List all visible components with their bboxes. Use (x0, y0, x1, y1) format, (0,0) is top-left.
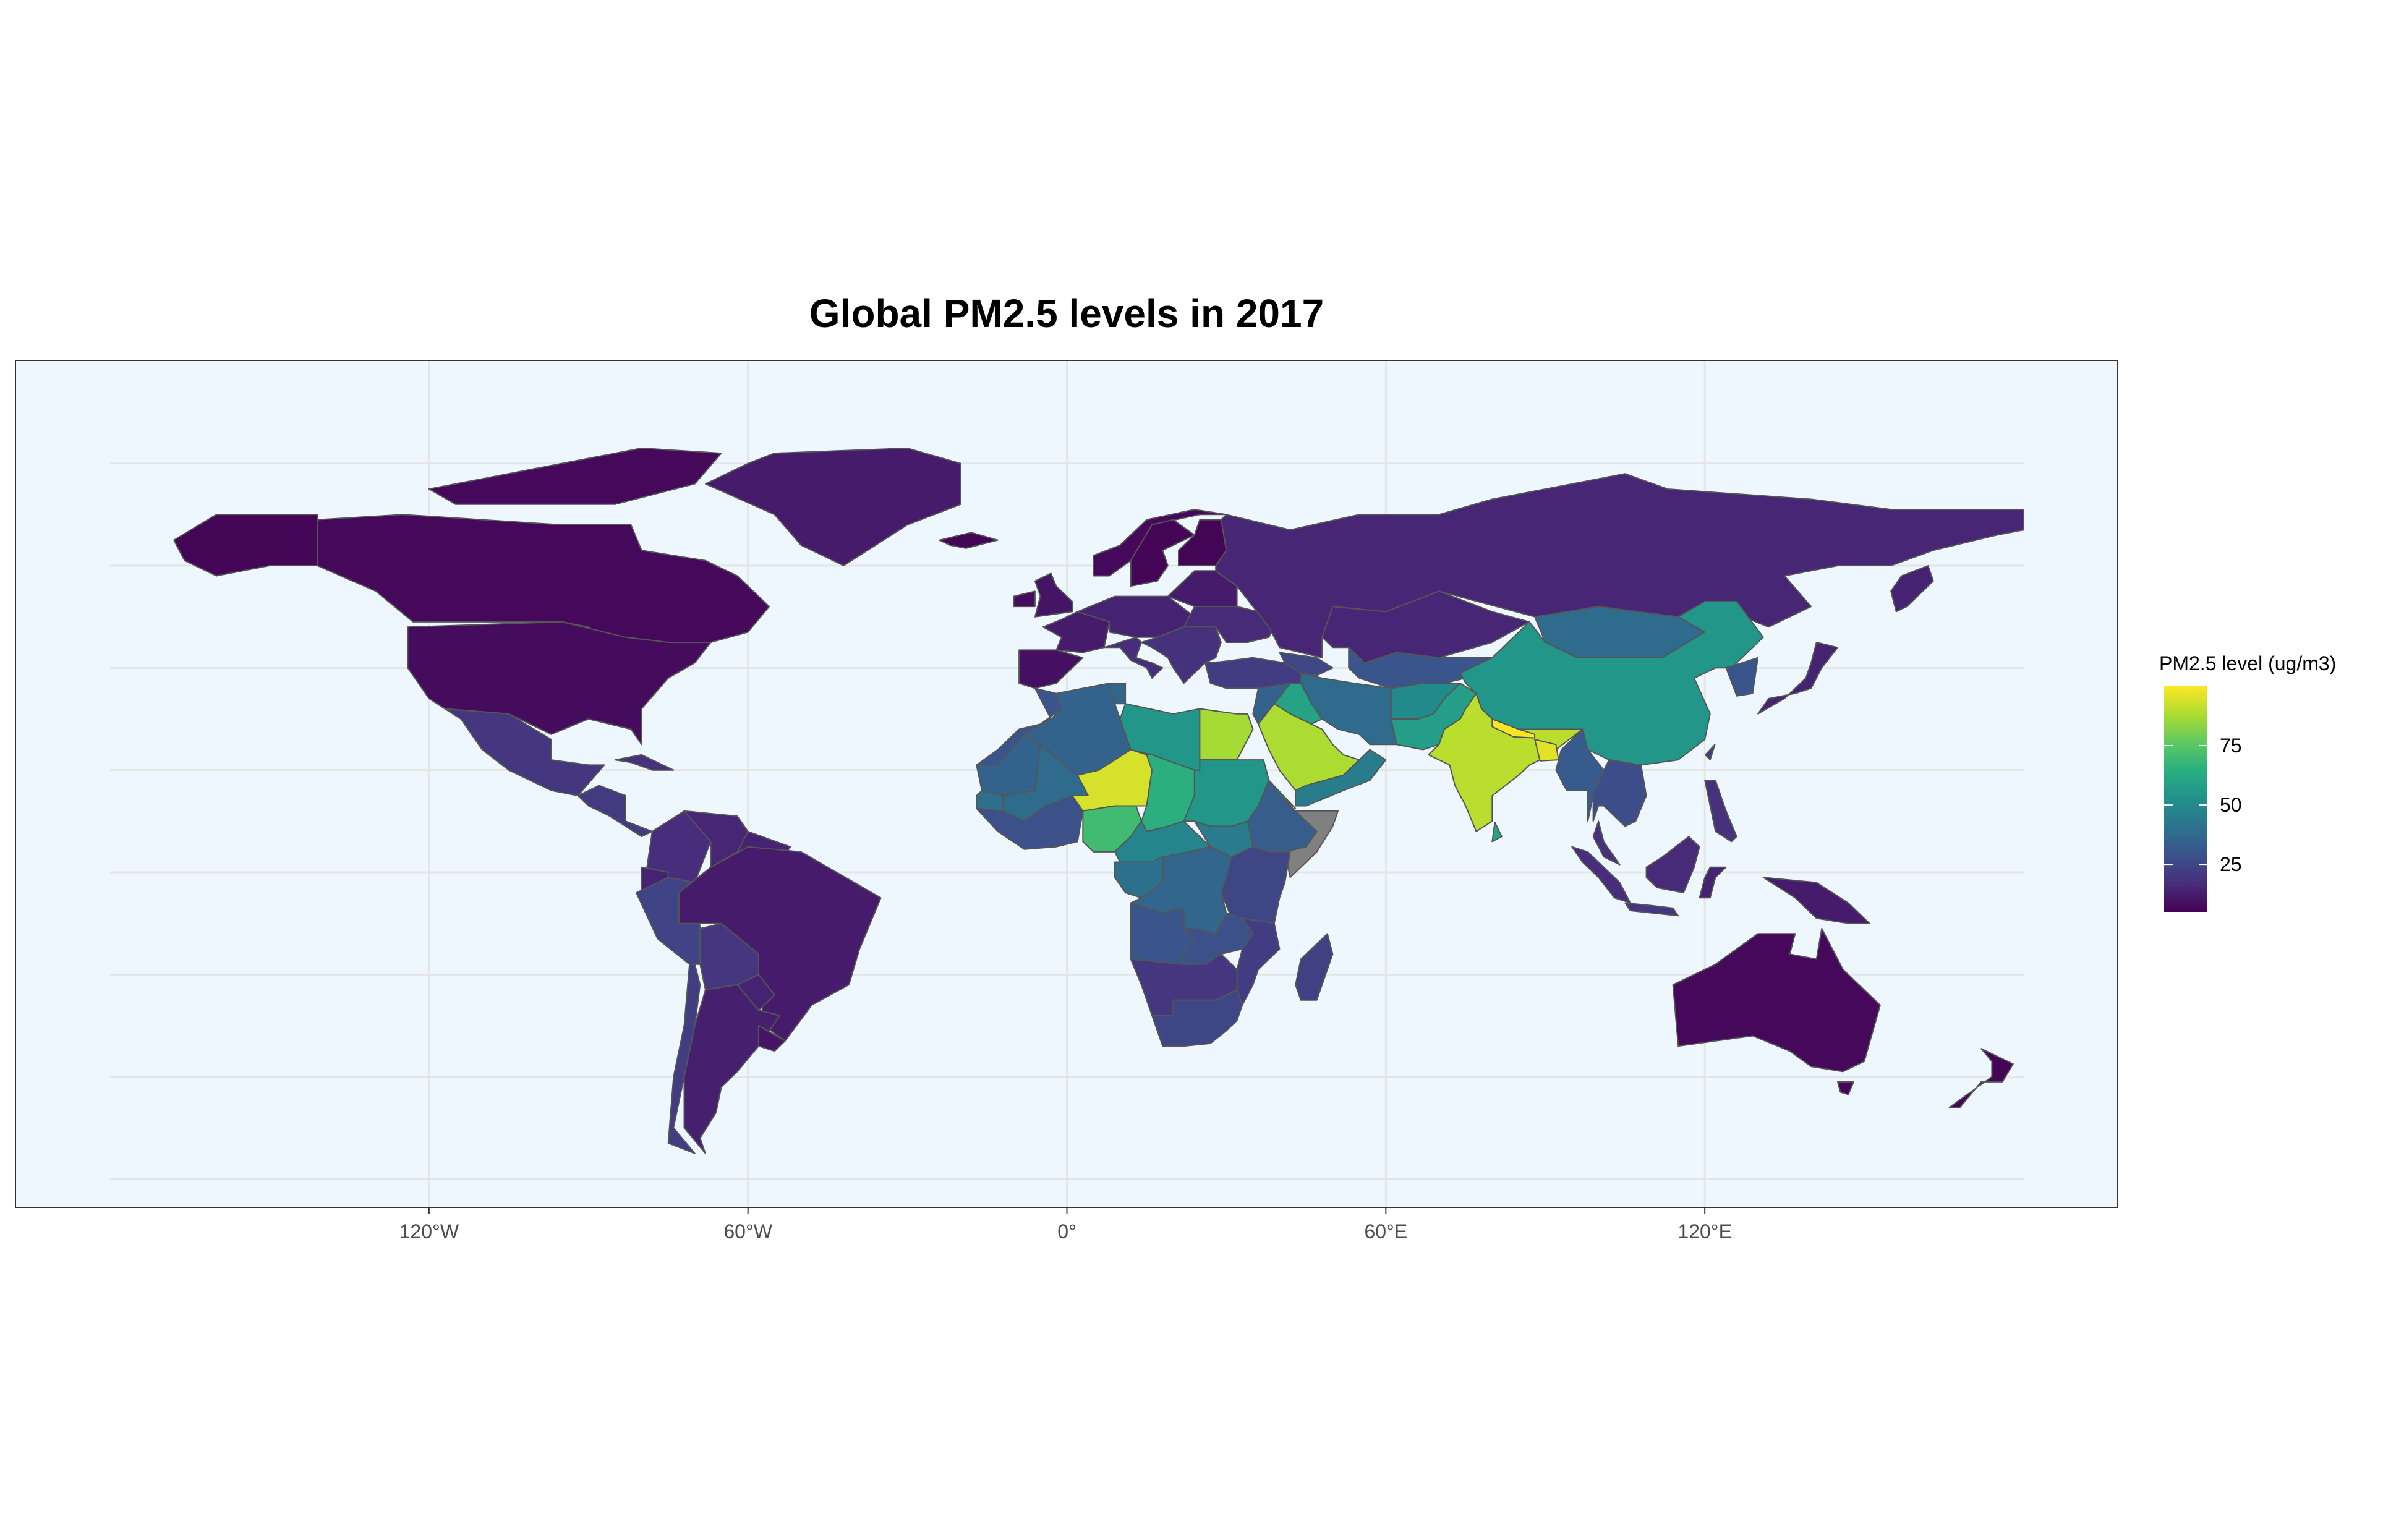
x-tick-label: 120°E (1677, 1220, 1732, 1243)
region-new-guinea (1762, 877, 1870, 924)
region-sri-lanka (1491, 822, 1503, 843)
region-argentina (683, 984, 781, 1154)
region-italy (1103, 636, 1164, 679)
region-greenland (704, 447, 961, 566)
region-malay-peninsula (1592, 820, 1621, 866)
region-java (1624, 902, 1679, 917)
region-baltics-and-belarus (1167, 570, 1238, 608)
region-ireland (1013, 590, 1036, 608)
region-senegal-gambia (976, 789, 1004, 812)
region-borneo (1645, 836, 1700, 894)
region-australia (1672, 927, 1881, 1073)
region-taiwan (1705, 744, 1716, 761)
region-yemen-and-oman (1295, 749, 1387, 807)
region-canadian-arctic-islands (428, 447, 722, 505)
region-sumatra (1571, 846, 1631, 904)
region-indochina (1592, 759, 1647, 827)
region-china (1459, 600, 1764, 766)
region-tasmania (1837, 1081, 1854, 1095)
region-japan (1757, 642, 1839, 715)
region-united-kingdom (1034, 572, 1073, 618)
x-tick-label: 120°W (399, 1220, 459, 1243)
x-tick-label: 60°W (723, 1220, 772, 1243)
x-axis: 120°W 60°W 0° 60°E 120°E (399, 1207, 1732, 1243)
region-caucasus (1279, 652, 1334, 676)
color-legend: 25 50 75 (2164, 686, 2242, 912)
region-alaska (173, 514, 318, 577)
region-levant (1252, 683, 1291, 725)
region-south-africa (1151, 989, 1243, 1047)
chart-title: Global PM2.5 levels in 2017 (809, 291, 1324, 336)
region-kamchatka (1890, 565, 1934, 613)
region-philippines (1704, 780, 1737, 843)
legend-tick-label: 50 (2220, 794, 2242, 816)
region-east-africa (1220, 846, 1291, 924)
region-korea (1725, 657, 1759, 697)
region-iceland (939, 532, 999, 549)
region-india (1428, 692, 1584, 832)
region-new-zealand (1948, 1048, 2014, 1108)
region-chile (667, 963, 701, 1154)
region-united-states (407, 621, 712, 746)
x-tick-label: 60°E (1364, 1220, 1407, 1243)
region-somalia (1284, 810, 1339, 878)
legend-colorbar (2164, 686, 2207, 912)
region-cuba (614, 754, 675, 771)
region-canada (317, 514, 770, 658)
legend-tick-label: 75 (2220, 734, 2242, 757)
country-shapes (173, 447, 2024, 1154)
region-uruguay (757, 1025, 786, 1052)
region-eritrea-djibouti (1268, 780, 1297, 809)
region-madagascar (1295, 933, 1334, 1001)
x-tick-label: 0° (1057, 1220, 1076, 1243)
legend-title: PM2.5 level (ug/m3) (2159, 652, 2337, 674)
region-niger (1072, 749, 1153, 812)
region-balkans (1140, 626, 1222, 684)
region-mexico (444, 708, 605, 796)
region-saudi-arabia (1258, 703, 1360, 791)
region-sulawesi (1699, 866, 1727, 899)
legend-tick-label: 25 (2220, 853, 2242, 875)
region-iberia (1018, 649, 1084, 689)
region-central-asia (1348, 647, 1493, 689)
